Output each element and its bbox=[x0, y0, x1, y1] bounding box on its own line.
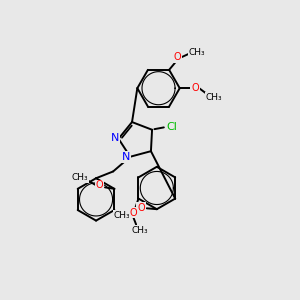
Text: CH₃: CH₃ bbox=[113, 211, 130, 220]
Text: O: O bbox=[191, 83, 199, 93]
Text: CH₃: CH₃ bbox=[71, 173, 88, 182]
Text: CH₃: CH₃ bbox=[131, 226, 148, 235]
Text: Cl: Cl bbox=[167, 122, 178, 132]
Text: O: O bbox=[129, 208, 137, 218]
Text: CH₃: CH₃ bbox=[205, 92, 222, 101]
Text: O: O bbox=[137, 203, 145, 213]
Text: O: O bbox=[96, 180, 103, 190]
Text: N: N bbox=[122, 152, 130, 162]
Text: CH₃: CH₃ bbox=[188, 48, 205, 57]
Text: N: N bbox=[110, 133, 119, 143]
Text: O: O bbox=[174, 52, 181, 62]
